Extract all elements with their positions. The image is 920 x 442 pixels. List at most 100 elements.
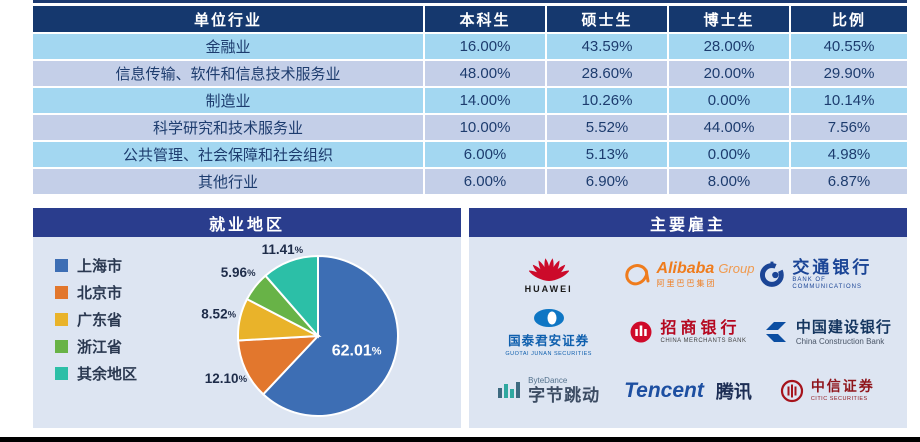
alibaba-a-icon	[624, 264, 650, 286]
ccb-icon	[765, 322, 786, 343]
guotai-junan-english-name: GUOTAI JUNAN SECURITIES	[505, 350, 592, 357]
legend-item: 广东省	[55, 312, 137, 329]
bytedance-text: ByteDance 字节跳动	[528, 376, 600, 405]
cmb-english-name: CHINA MERCHANTS BANK	[660, 338, 747, 345]
cmb-circle-icon	[630, 321, 652, 343]
industry-value-cell: 29.90%	[791, 61, 907, 86]
industry-value-cell: 44.00%	[669, 115, 789, 140]
bytedance-chinese-name: 字节跳动	[528, 385, 601, 405]
bytedance-bars-icon	[498, 381, 521, 398]
legend-swatch	[55, 259, 68, 272]
legend-label: 其余地区	[77, 366, 138, 383]
column-header-bachelor: 本科生	[425, 6, 545, 32]
employment-region-panel: 就业地区 62.01% 12.10% 8.52% 5.96% 11.41% 上海市北京市…	[33, 208, 461, 428]
logo-china-construction-bank: 中国建设银行 China Construction Bank	[758, 303, 897, 361]
major-employers-panel: 主要雇主 HUAWEI	[469, 208, 907, 428]
industry-value-cell: 6.90%	[547, 169, 667, 194]
citic-circle-icon	[780, 379, 803, 402]
bottom-border-bar	[0, 437, 920, 442]
region-pie-chart: 62.01% 12.10% 8.52% 5.96% 11.41%	[201, 242, 399, 417]
top-divider-line	[33, 0, 907, 3]
legend-label: 北京市	[77, 285, 123, 302]
pie-value-label: 8.52%	[201, 306, 236, 321]
pie-value-label: 5.96%	[221, 265, 256, 280]
column-header-industry: 单位行业	[33, 6, 423, 32]
industry-value-cell: 20.00%	[669, 61, 789, 86]
employers-panel-title: 主要雇主	[469, 208, 907, 237]
bocom-chinese-name: 交通银行	[792, 257, 873, 277]
tencent-wordmark: Tencent	[624, 378, 704, 402]
logo-citic-securities: 中信证券 CITIC SECURITIES	[758, 362, 897, 420]
industry-value-cell: 5.52%	[547, 115, 667, 140]
industry-value-cell: 40.55%	[791, 34, 907, 59]
logo-alibaba: Alibaba Group 阿里巴巴集团	[618, 245, 757, 303]
industry-value-cell: 28.60%	[547, 61, 667, 86]
pie-slice-上海市	[261, 254, 399, 417]
column-header-master: 硕士生	[547, 6, 667, 32]
legend-label: 上海市	[77, 258, 123, 275]
industry-value-cell: 14.00%	[425, 88, 545, 113]
legend-item: 其余地区	[55, 366, 138, 383]
industry-name-cell: 其他行业	[33, 169, 423, 194]
logo-tencent: Tencent 腾讯	[618, 362, 757, 420]
pie-slice-北京市	[237, 334, 321, 396]
citic-english-name: CITIC SECURITIES	[810, 395, 868, 402]
legend-swatch	[55, 313, 68, 326]
industry-value-cell: 10.14%	[791, 88, 907, 113]
industry-value-cell: 16.00%	[425, 34, 545, 59]
legend-item: 北京市	[55, 285, 137, 302]
industry-name-cell: 金融业	[33, 34, 423, 59]
industry-value-cell: 6.00%	[425, 142, 545, 167]
ccb-english-name: China Construction Bank	[795, 336, 885, 346]
industry-value-cell: 0.00%	[669, 88, 789, 113]
industry-value-cell: 43.59%	[547, 34, 667, 59]
region-panel-title: 就业地区	[33, 208, 461, 237]
pie-value-label: 62.01%	[332, 343, 382, 360]
bytedance-english-name: ByteDance	[528, 376, 568, 386]
column-header-doctor: 博士生	[669, 6, 789, 32]
industry-value-cell: 6.87%	[791, 169, 907, 194]
column-header-ratio: 比例	[791, 6, 907, 32]
industry-name-cell: 科学研究和技术服务业	[33, 115, 423, 140]
bocom-english-name: BANK OF COMMUNICATIONS	[792, 277, 862, 290]
logo-huawei: HUAWEI	[479, 245, 618, 303]
bocom-text: 交通银行 BANK OF COMMUNICATIONS	[792, 258, 897, 291]
legend-item: 浙江省	[55, 339, 137, 356]
ccb-text: 中国建设银行 China Construction Bank	[796, 319, 892, 345]
industry-value-cell: 0.00%	[669, 142, 789, 167]
industry-value-cell: 10.26%	[547, 88, 667, 113]
alibaba-text: Alibaba Group 阿里巴巴集团	[657, 260, 755, 288]
industry-name-cell: 制造业	[33, 88, 423, 113]
huawei-flower-icon	[528, 257, 569, 281]
cmb-chinese-name: 招商银行	[660, 319, 741, 337]
legend-label: 广东省	[77, 312, 123, 329]
industry-value-cell: 10.00%	[425, 115, 545, 140]
industry-value-cell: 5.13%	[547, 142, 667, 167]
industry-name-cell: 信息传输、软件和信息技术服务业	[33, 61, 423, 86]
logo-guotai-junan: 国泰君安证券 GUOTAI JUNAN SECURITIES	[479, 303, 618, 361]
citic-chinese-name: 中信证券	[810, 379, 875, 395]
industry-value-cell: 6.00%	[425, 169, 545, 194]
alibaba-chinese-name: 阿里巴巴集团	[656, 278, 717, 288]
guotai-junan-chinese-name: 国泰君安证券	[508, 333, 590, 348]
guotai-junan-lens-icon	[533, 308, 564, 327]
industry-name-cell: 公共管理、社会保障和社会组织	[33, 142, 423, 167]
industry-value-cell: 4.98%	[791, 142, 907, 167]
legend-label: 浙江省	[77, 339, 123, 356]
ccb-chinese-name: 中国建设银行	[795, 319, 892, 337]
pie-value-label: 12.10%	[205, 370, 248, 385]
huawei-wordmark: HUAWEI	[524, 283, 573, 294]
tencent-chinese-name: 腾讯	[715, 381, 752, 402]
pie-legend: 上海市北京市广东省浙江省其余地区	[55, 258, 137, 393]
pie-value-label: 11.41%	[262, 242, 304, 257]
cmb-text: 招商银行 CHINA MERCHANTS BANK	[660, 320, 746, 345]
logo-bank-of-communications: 交通银行 BANK OF COMMUNICATIONS	[758, 245, 897, 303]
industry-table: 单位行业 本科生 硕士生 博士生 比例 金融业 16.00% 43.59% 28.00…	[33, 6, 907, 194]
industry-value-cell: 28.00%	[669, 34, 789, 59]
alibaba-wordmark: Alibaba	[656, 260, 715, 278]
logo-china-merchants-bank: 招商银行 CHINA MERCHANTS BANK	[618, 303, 757, 361]
legend-swatch	[55, 367, 68, 380]
citic-text: 中信证券 CITIC SECURITIES	[811, 380, 875, 402]
bocom-circle-icon	[759, 261, 786, 288]
